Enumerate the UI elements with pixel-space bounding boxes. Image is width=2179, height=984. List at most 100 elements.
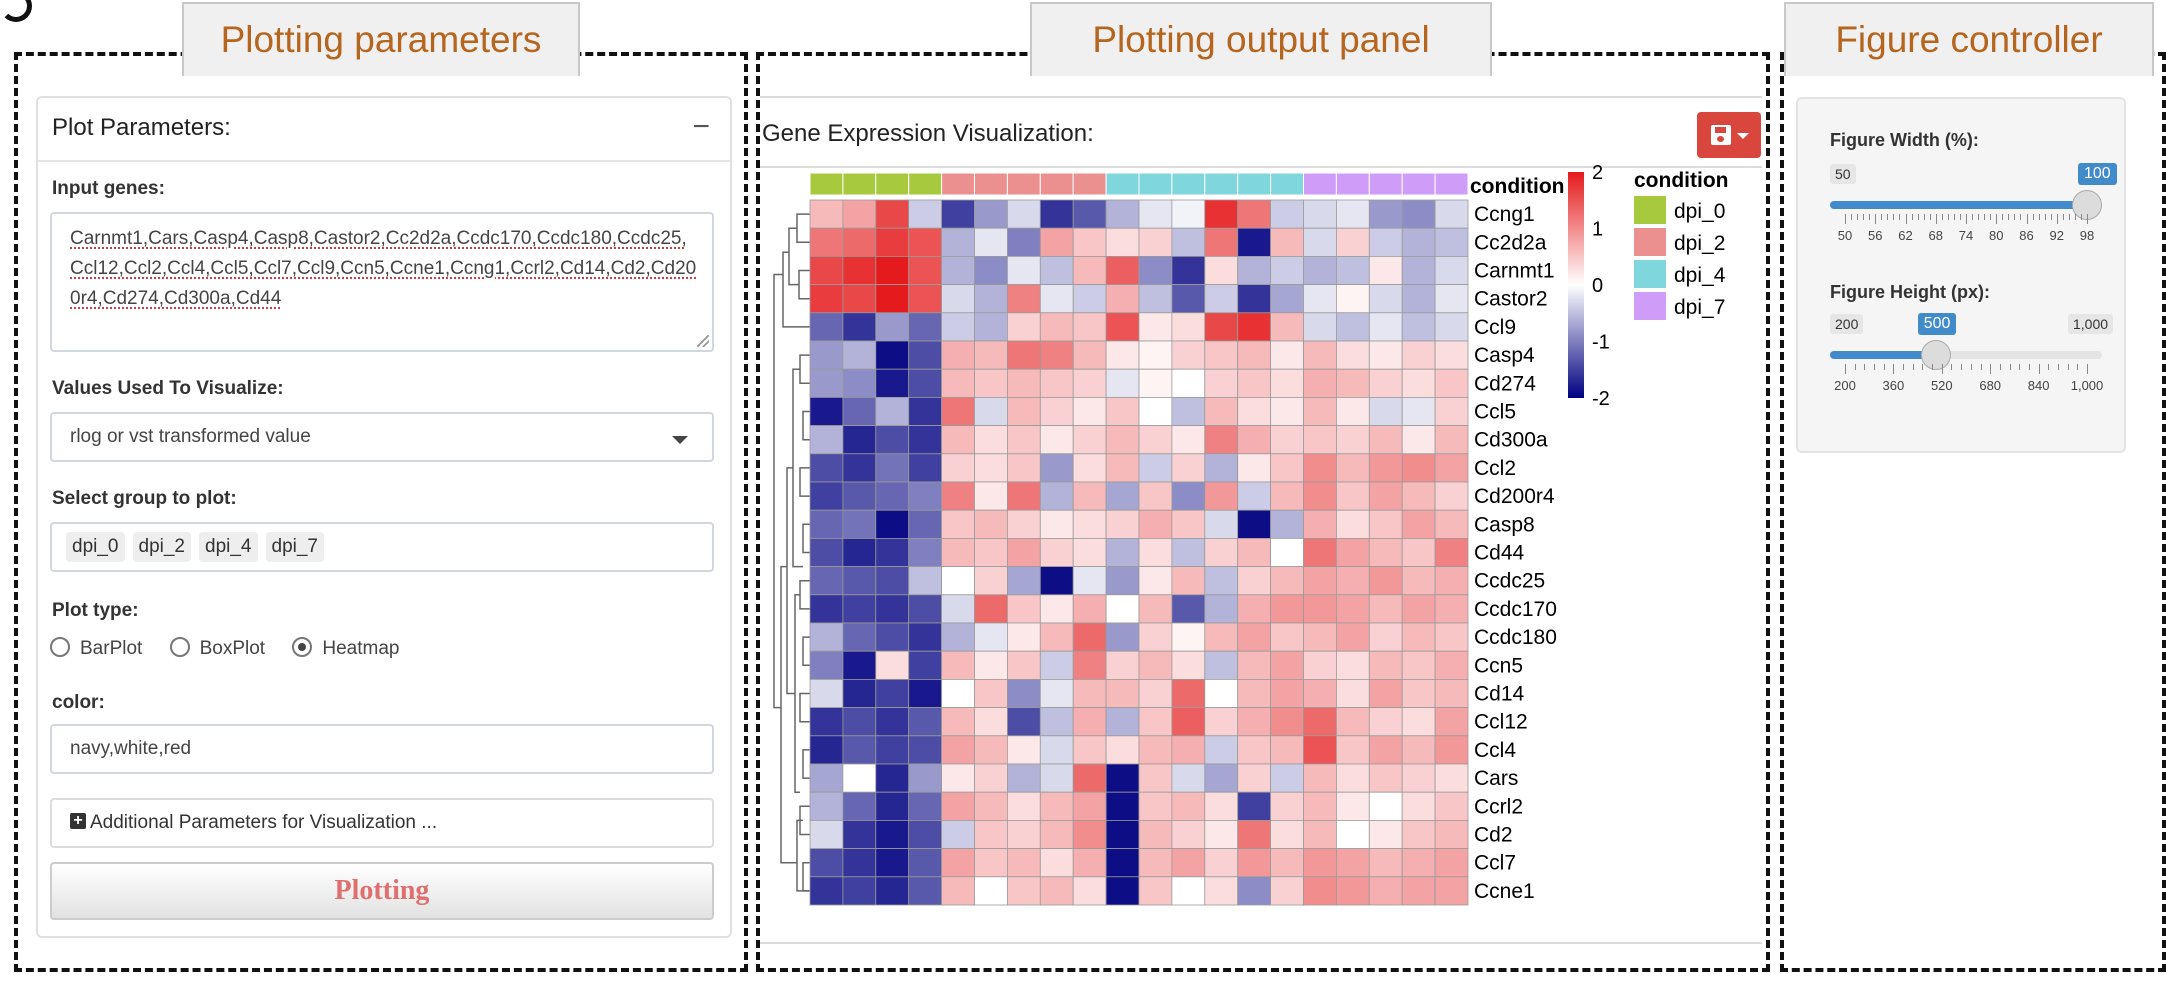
radio-heatmap-label: Heatmap <box>322 638 400 659</box>
slider-tick <box>1929 214 1931 220</box>
caret-down-icon <box>672 436 688 444</box>
slider-tick-label: 86 <box>2019 228 2034 243</box>
group-chip[interactable]: dpi_0 <box>66 532 125 562</box>
slider-tick <box>1912 364 1914 370</box>
slider-tick <box>1854 364 1856 370</box>
group-chip[interactable]: dpi_4 <box>199 532 258 562</box>
slider-tick <box>2050 214 2052 220</box>
slider-tick <box>1905 214 1907 224</box>
width-value-badge: 100 <box>2078 163 2117 185</box>
slider-tick-label: 92 <box>2049 228 2064 243</box>
figure-height-label: Figure Height (px): <box>1830 282 1990 302</box>
slider-tick <box>2057 364 2059 370</box>
radio-heatmap[interactable]: Heatmap <box>292 636 400 660</box>
slider-tick <box>2009 364 2011 370</box>
slider-tick <box>1893 214 1895 220</box>
width-slider-ticks: 50 56 62 68 74 80 86 92 98 <box>1838 214 2094 243</box>
save-icon <box>1711 125 1731 145</box>
width-slider-fill <box>1830 201 2087 209</box>
slider-tick <box>2087 214 2088 224</box>
slider-tick <box>1887 214 1889 220</box>
slider-tick <box>1883 364 1885 370</box>
group-chip[interactable]: dpi_2 <box>132 532 191 562</box>
select-group-label: Select group to plot: <box>52 488 237 509</box>
resize-grip-icon[interactable] <box>697 335 709 347</box>
slider-tick <box>2014 214 2016 220</box>
radio-boxplot[interactable]: BoxPlot <box>169 636 266 660</box>
figure-height-slider[interactable] <box>1830 340 2102 370</box>
group-chip[interactable]: dpi_7 <box>265 532 324 562</box>
slider-tick <box>1996 214 1998 224</box>
color-label: color: <box>52 692 105 713</box>
group-select[interactable]: dpi_0 dpi_2 dpi_4 dpi_7 <box>50 522 714 572</box>
radio-circle[interactable] <box>50 636 70 657</box>
slider-tick <box>2056 214 2058 224</box>
slider-tick <box>1863 214 1865 220</box>
height-max-label: 1,000 <box>2068 314 2114 334</box>
slider-tick-label: 62 <box>1898 228 1913 243</box>
slider-tick <box>1972 214 1974 220</box>
slider-tick <box>1932 364 1934 370</box>
slider-tick <box>1951 364 1953 370</box>
radio-barplot[interactable]: BarPlot <box>50 636 142 660</box>
slider-tick <box>1953 214 1955 220</box>
slider-tick <box>1845 364 1846 374</box>
slider-tick <box>1961 364 1963 370</box>
save-dropdown-button[interactable] <box>1697 112 1761 158</box>
slider-tick <box>2080 214 2082 220</box>
slider-tick <box>1903 364 1905 370</box>
height-value-badge: 500 <box>1917 313 1957 335</box>
color-input[interactable]: navy,white,red <box>50 724 714 774</box>
slider-tick-label: 56 <box>1868 228 1883 243</box>
radio-circle[interactable] <box>169 636 190 657</box>
plot-parameters-header[interactable]: Plot Parameters: − <box>38 98 730 162</box>
slider-tick <box>1899 214 1901 220</box>
input-genes-textarea[interactable]: Carnmt1,Cars,Casp4,Casp8,Castor2,Cc2d2a,… <box>50 212 714 352</box>
slider-tick <box>1984 214 1986 220</box>
slider-tick-label: 68 <box>1928 228 1943 243</box>
slider-tick <box>1864 364 1866 370</box>
slider-tick <box>2028 364 2030 370</box>
slider-tick <box>2087 364 2088 374</box>
figure-panel-mark <box>0 0 32 22</box>
slider-tick <box>1935 214 1937 224</box>
additional-parameters-label: Additional Parameters for Visualization … <box>90 812 438 833</box>
color-input-value: navy,white,red <box>70 738 192 759</box>
additional-parameters-toggle[interactable]: + Additional Parameters for Visualization… <box>50 798 714 848</box>
slider-tick <box>1845 214 1846 224</box>
slider-tick-label: 80 <box>1989 228 2004 243</box>
slider-tick <box>1947 214 1949 220</box>
slider-tick <box>1959 214 1961 220</box>
output-header-divider <box>760 166 1762 168</box>
slider-tick <box>2048 364 2050 370</box>
height-slider-fill <box>1830 351 1936 359</box>
additional-parameters-row: + Additional Parameters for Visualization… <box>70 812 437 834</box>
radio-boxplot-label: BoxPlot <box>199 638 266 659</box>
output-title: Gene Expression Visualization: <box>762 120 1094 147</box>
caret-down-icon <box>1737 133 1749 139</box>
slider-tick <box>2074 214 2076 220</box>
slider-tick <box>1917 214 1919 220</box>
slider-tick <box>1922 364 1924 370</box>
slider-tick <box>1881 214 1883 220</box>
slider-tick <box>2038 364 2040 374</box>
plot-type-radios: BarPlot BoxPlot Heatmap <box>50 636 421 660</box>
radio-circle-selected[interactable] <box>292 636 313 657</box>
collapse-button[interactable]: − <box>692 110 710 143</box>
slider-tick <box>1911 214 1913 220</box>
plot-parameters-title: Plot Parameters: <box>52 114 231 141</box>
slider-tick <box>1874 364 1876 370</box>
plotting-parameters-tab: Plotting parameters <box>182 2 580 76</box>
figure-width-label: Figure Width (%): <box>1830 130 1979 150</box>
slider-tick <box>1869 214 1871 220</box>
slider-tick <box>1851 214 1853 220</box>
slider-tick <box>2068 214 2070 220</box>
height-slider-handle[interactable] <box>1920 340 1951 370</box>
plotting-button[interactable]: Plotting <box>50 862 714 920</box>
slider-tick <box>2077 364 2079 370</box>
values-select[interactable]: rlog or vst transformed value <box>50 412 714 462</box>
slider-tick <box>1980 364 1982 370</box>
plotting-output-frame <box>756 52 1770 972</box>
figure-width-slider[interactable] <box>1830 190 2102 220</box>
slider-tick <box>1923 214 1925 220</box>
